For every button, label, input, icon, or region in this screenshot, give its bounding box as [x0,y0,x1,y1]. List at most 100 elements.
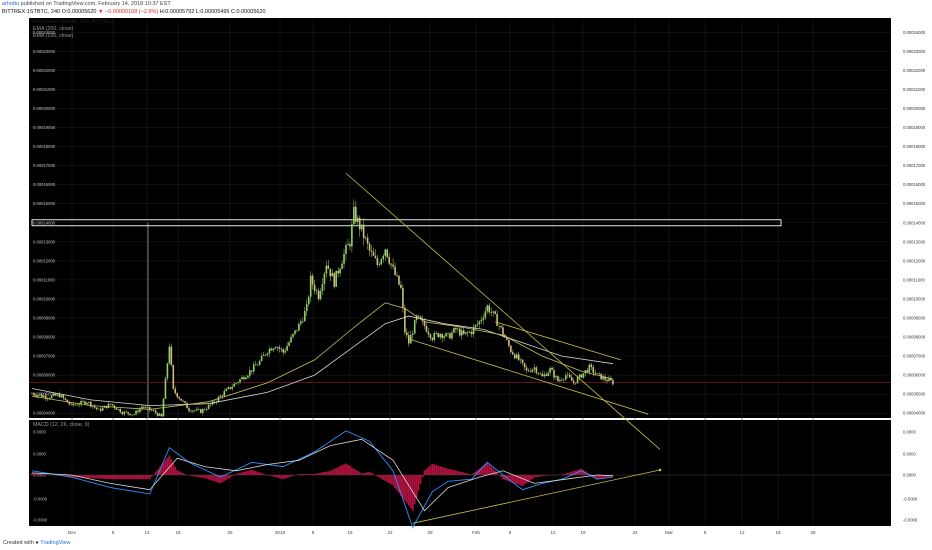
candle-up [233,383,235,387]
histogram-bar [482,465,485,475]
candle-up [290,336,292,343]
tradingview-brand[interactable]: TradingView [40,540,71,546]
candle-down [490,312,493,313]
candle-up [360,224,363,230]
candle-down [388,257,390,264]
histogram-bar [270,475,273,477]
histogram-bar [262,473,265,475]
candle-up [565,375,567,380]
candle-up [576,377,579,384]
candle-down [557,376,559,382]
histogram-bar [341,465,343,475]
candle-up [380,259,383,265]
candle-up [353,206,355,225]
candle-up [464,332,467,334]
candle-up [584,370,587,374]
candle-down [99,408,102,411]
price-tick-label: 0.00022000 [33,68,56,73]
histogram-bar [117,475,120,480]
candle-down [58,394,61,398]
histogram-bar [299,473,302,475]
histogram-bar [125,475,128,480]
histogram-bar [415,475,418,498]
candle-down [109,403,112,405]
histogram-bar [488,464,491,475]
candle-down [311,275,314,285]
price-tick-label: 0.00006000 [903,373,926,378]
histogram-bar [80,475,82,478]
histogram-bar [511,475,514,483]
candle-down [82,400,84,402]
candle-up [443,336,445,339]
histogram-bar [103,475,106,479]
price-tick-label: 0.00023000 [903,49,926,54]
price-tick-label: 0.00010000 [33,296,56,301]
candle-down [594,372,597,374]
candle-down [406,332,408,336]
histogram-bar [466,473,469,475]
macd-trendline [412,469,661,524]
candle-up [268,348,271,354]
price-tick-label: 0.00017000 [903,163,926,168]
histogram-bar [333,468,336,475]
histogram-bar [439,466,442,475]
histogram-bar [468,473,471,475]
time-tick-label: Feb [472,530,480,535]
candle-up [239,379,241,383]
candle-up [39,394,41,396]
histogram-bar [192,475,194,477]
macd-tick-label: -0.0000 [903,497,918,502]
price-tick-label: 0.00015000 [33,201,56,206]
price-tick-label: 0.00009000 [33,316,56,321]
histogram-bar [486,462,489,475]
histogram-bar [441,466,444,475]
candle-down [590,364,593,367]
candle-up [205,408,208,410]
candle-up [384,249,387,256]
candle-up [201,409,204,413]
candle-up [133,414,135,416]
histogram-bar [360,473,363,475]
price-tick-label: 0.00008000 [903,335,926,340]
histogram-bar [38,473,41,475]
candle-up [300,321,302,324]
price-tick-label: 0.00005000 [903,392,926,397]
price-tick-label: 0.00016000 [33,182,56,187]
price-tick-label: 0.00006000 [33,373,56,378]
candle-up [533,367,536,370]
candle-up [472,327,475,335]
histogram-bar [178,471,181,475]
candle-down [394,266,396,276]
candle-up [486,305,489,312]
candle-up [237,382,239,383]
histogram-bar [115,475,118,480]
change-value: ▼ −0.00000168 (−2.9%) [98,9,159,15]
histogram-bar [201,475,204,478]
histogram-bar [109,475,112,480]
time-tick-label: 15 [347,530,353,535]
candle-up [566,374,569,376]
histogram-bar [166,457,169,475]
candle-up [272,348,275,351]
histogram-bar [445,468,447,475]
time-tick-label: 19 [580,530,586,535]
histogram-bar [572,471,575,475]
candle-up [131,414,133,416]
candle-down [54,393,57,396]
candle-up [92,406,94,407]
histogram-bar [119,475,122,480]
candle-up [192,410,194,412]
candle-down [553,370,555,378]
time-tick-label: 29 [427,530,433,535]
author-link[interactable]: arhottu [2,1,20,7]
candle-down [574,382,577,384]
candles [31,199,614,417]
candle-up [492,311,494,313]
histogram-bar [144,475,147,480]
macd-tick-label: 0.0000 [33,452,46,457]
candle-down [386,249,389,258]
histogram-bar [290,475,292,477]
histogram-bar [570,471,573,475]
histogram-bar [425,468,428,475]
